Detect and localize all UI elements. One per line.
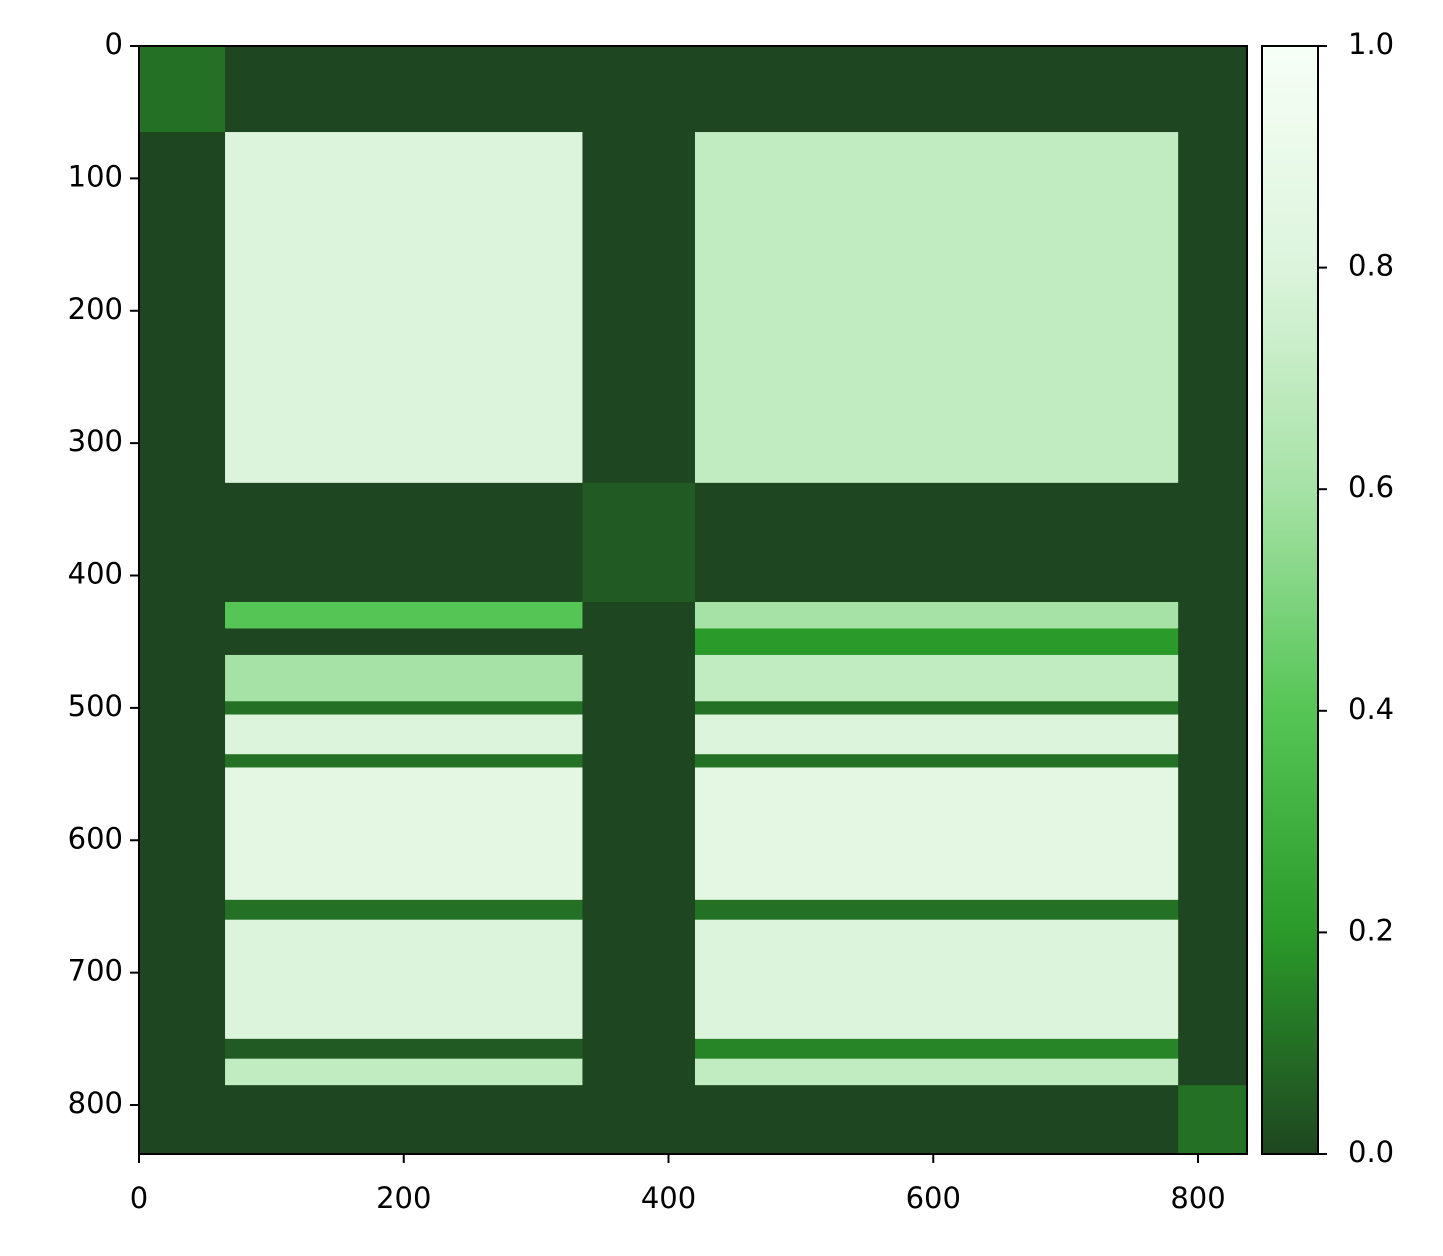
heatmap-cell xyxy=(582,1058,696,1086)
colorbar-tick-label: 1.0 xyxy=(1348,27,1394,61)
colorbar-tick-label: 0.8 xyxy=(1348,249,1394,283)
heatmap-cell xyxy=(139,899,226,921)
y-tick-label: 100 xyxy=(68,159,123,193)
y-tick-label: 700 xyxy=(68,954,123,988)
colorbar-tick-label: 0.4 xyxy=(1348,692,1394,726)
heatmap-cell xyxy=(582,482,696,603)
heatmap-cell xyxy=(225,1085,583,1155)
heatmap-cell xyxy=(694,1058,1179,1086)
heatmap-cell xyxy=(225,1038,583,1060)
x-tick-label: 600 xyxy=(906,1181,961,1215)
heatmap-cell xyxy=(1178,601,1248,629)
heatmap-cell xyxy=(1178,482,1248,603)
heatmap-cell xyxy=(694,701,1179,716)
colorbar xyxy=(1261,45,1319,1155)
y-tick-label: 300 xyxy=(68,424,123,458)
heatmap-cell xyxy=(694,46,1179,133)
heatmap-cell xyxy=(1178,628,1248,656)
heatmap-cell xyxy=(582,1085,696,1155)
heatmap-cell xyxy=(139,754,226,768)
heatmap-cell xyxy=(694,754,1179,768)
heatmap-cell xyxy=(582,46,696,133)
x-tick-label: 200 xyxy=(376,1181,431,1215)
heatmap-cell xyxy=(225,754,583,768)
heatmap-cell xyxy=(225,46,583,133)
colorbar-tick-label: 0.0 xyxy=(1348,1135,1394,1169)
heatmap-cell xyxy=(139,482,226,603)
heatmap-cell xyxy=(1178,1038,1248,1060)
heatmap-cell xyxy=(139,1085,226,1155)
heatmap-cell xyxy=(1178,701,1248,716)
y-tick-label: 0 xyxy=(105,27,123,61)
heatmap-cell xyxy=(139,628,226,656)
heatmap-cell xyxy=(1178,767,1248,901)
heatmap-cell xyxy=(139,701,226,716)
heatmap-cell xyxy=(225,919,583,1040)
y-tick-label: 400 xyxy=(68,557,123,591)
heatmap-cell xyxy=(582,601,696,629)
heatmap-cell xyxy=(139,46,226,133)
heatmap-cell xyxy=(139,1038,226,1060)
heatmap-cell xyxy=(225,767,583,901)
y-tick-label: 600 xyxy=(68,821,123,855)
heatmap-cell xyxy=(582,132,696,484)
heatmap-cell xyxy=(582,1038,696,1060)
heatmap-cell xyxy=(1178,654,1248,702)
heatmap-cell xyxy=(694,601,1179,629)
heatmap-cell xyxy=(694,628,1179,656)
heatmap-cell xyxy=(582,654,696,702)
heatmap-cell xyxy=(1178,1058,1248,1086)
heatmap-cell xyxy=(225,899,583,921)
heatmap-cell xyxy=(694,654,1179,702)
heatmap-cell xyxy=(582,754,696,768)
heatmap-cell xyxy=(694,1085,1179,1155)
y-tick-label: 500 xyxy=(68,689,123,723)
heatmap-cell xyxy=(694,919,1179,1040)
heatmap-cell xyxy=(225,628,583,656)
x-tick-label: 0 xyxy=(130,1181,148,1215)
heatmap-cell xyxy=(1178,132,1248,484)
heatmap-cell xyxy=(139,654,226,702)
heatmap-cell xyxy=(694,899,1179,921)
heatmap-cell xyxy=(582,701,696,716)
heatmap-cell xyxy=(1178,714,1248,755)
y-tick-label: 800 xyxy=(68,1086,123,1120)
heatmap-cell xyxy=(139,1058,226,1086)
heatmap-cell xyxy=(225,714,583,755)
heatmap-cell xyxy=(1178,899,1248,921)
heatmap-cell xyxy=(582,919,696,1040)
heatmap-cell xyxy=(139,767,226,901)
heatmap-cell xyxy=(582,899,696,921)
heatmap-cell xyxy=(225,601,583,629)
x-tick-label: 800 xyxy=(1170,1181,1225,1215)
heatmap-cell xyxy=(694,1038,1179,1060)
x-tick-label: 400 xyxy=(641,1181,696,1215)
heatmap-cell xyxy=(694,714,1179,755)
heatmap-cell xyxy=(225,654,583,702)
y-tick-label: 200 xyxy=(68,292,123,326)
heatmap-cell xyxy=(1178,754,1248,768)
heatmap-cell xyxy=(582,628,696,656)
heatmap xyxy=(139,46,1248,1155)
heatmap-cell xyxy=(694,482,1179,603)
heatmap-cell xyxy=(225,701,583,716)
heatmap-cell xyxy=(225,132,583,484)
heatmap-cell xyxy=(582,714,696,755)
heatmap-cell xyxy=(1178,1085,1248,1155)
heatmap-cell xyxy=(139,132,226,484)
heatmap-cell xyxy=(139,601,226,629)
colorbar-tick-label: 0.2 xyxy=(1348,913,1394,947)
heatmap-cell xyxy=(582,767,696,901)
heatmap-cell xyxy=(1178,46,1248,133)
heatmap-cell xyxy=(1178,919,1248,1040)
heatmap-cell xyxy=(139,714,226,755)
plot-frame xyxy=(138,45,1248,1155)
heatmap-cell xyxy=(694,132,1179,484)
heatmap-cell xyxy=(225,482,583,603)
heatmap-cell xyxy=(139,919,226,1040)
heatmap-cell xyxy=(225,1058,583,1086)
colorbar-tick-label: 0.6 xyxy=(1348,470,1394,504)
heatmap-cell xyxy=(694,767,1179,901)
